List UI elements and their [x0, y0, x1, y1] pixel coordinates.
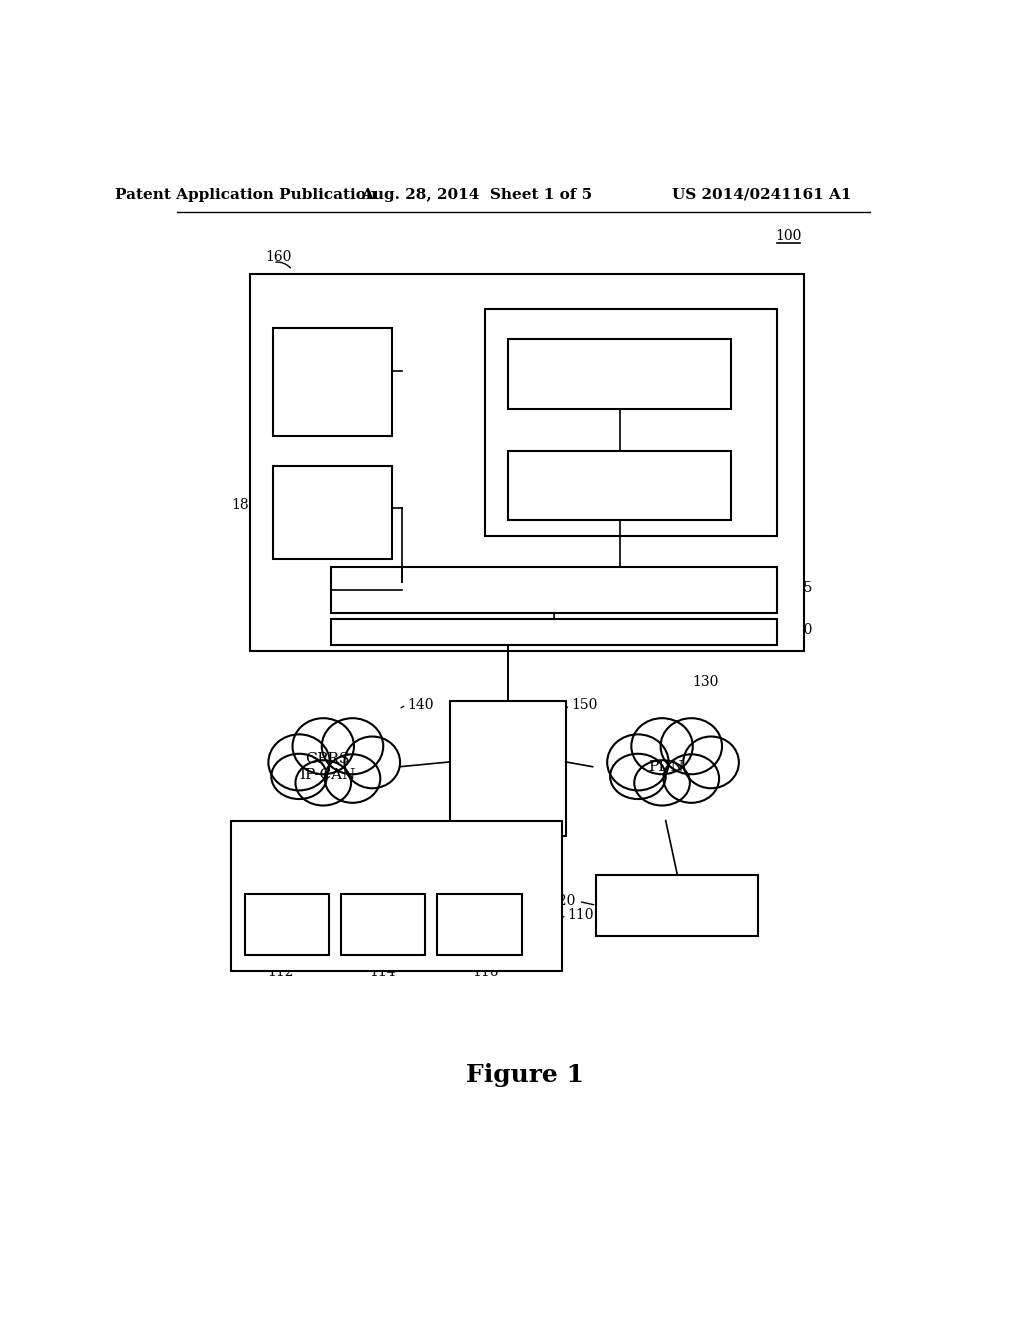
- Text: Aug. 28, 2014  Sheet 1 of 5: Aug. 28, 2014 Sheet 1 of 5: [361, 187, 593, 202]
- Text: DDT: DDT: [366, 917, 400, 932]
- Bar: [331, 619, 777, 645]
- Ellipse shape: [610, 754, 666, 799]
- Bar: [341, 894, 425, 956]
- Text: Figure 1: Figure 1: [466, 1063, 584, 1086]
- Text: TCP: TCP: [603, 367, 636, 381]
- Bar: [508, 339, 731, 409]
- Text: 120: 120: [549, 895, 575, 908]
- Text: US 2014/0241161 A1: US 2014/0241161 A1: [672, 187, 852, 202]
- Text: Server: Server: [651, 899, 703, 912]
- Text: 165: 165: [786, 581, 813, 595]
- Text: 150: 150: [571, 698, 597, 711]
- Ellipse shape: [634, 760, 690, 805]
- Text: 112: 112: [267, 965, 294, 979]
- Text: PDN: PDN: [648, 760, 684, 774]
- Text: TC: TC: [543, 582, 565, 597]
- Text: 116: 116: [472, 965, 499, 979]
- Text: DC: DC: [467, 917, 492, 932]
- Text: 110: 110: [567, 908, 594, 921]
- Text: Patent Application Publication: Patent Application Publication: [115, 187, 377, 202]
- Bar: [245, 894, 330, 956]
- Text: NLP: NLP: [603, 479, 636, 492]
- Text: GPRS
IP-CAN: GPRS IP-CAN: [299, 751, 355, 781]
- Ellipse shape: [268, 734, 330, 791]
- Ellipse shape: [296, 760, 351, 805]
- Text: 185: 185: [407, 379, 432, 392]
- Ellipse shape: [664, 754, 719, 803]
- Text: TEP: TEP: [511, 318, 543, 333]
- Text: 190: 190: [786, 623, 813, 638]
- Ellipse shape: [683, 737, 739, 788]
- Text: 140: 140: [408, 698, 434, 711]
- Text: 170: 170: [439, 405, 466, 420]
- Ellipse shape: [344, 737, 400, 788]
- Text: UE: UE: [261, 830, 285, 845]
- Bar: [596, 874, 758, 936]
- Bar: [273, 327, 392, 436]
- Text: TCN: TCN: [298, 284, 333, 298]
- Text: 160: 160: [265, 249, 292, 264]
- Ellipse shape: [632, 718, 693, 775]
- Text: DR: DR: [321, 375, 344, 388]
- Bar: [273, 466, 392, 558]
- Bar: [451, 701, 565, 836]
- Ellipse shape: [660, 718, 722, 775]
- Ellipse shape: [322, 718, 383, 775]
- Text: 180: 180: [231, 498, 258, 512]
- Text: GW: GW: [488, 759, 527, 777]
- Bar: [250, 275, 804, 651]
- Text: TPRR: TPRR: [311, 506, 354, 520]
- Text: 114: 114: [370, 965, 396, 979]
- Text: IU: IU: [545, 624, 563, 639]
- Text: DDC: DDC: [269, 917, 305, 932]
- Bar: [230, 821, 562, 970]
- Text: 100: 100: [776, 230, 802, 243]
- Bar: [484, 309, 777, 536]
- Ellipse shape: [607, 734, 669, 791]
- Text: 130: 130: [692, 675, 719, 689]
- Text: 174: 174: [746, 397, 773, 412]
- Bar: [508, 451, 731, 520]
- Bar: [331, 566, 777, 612]
- Text: 172: 172: [746, 506, 773, 520]
- Ellipse shape: [293, 718, 354, 775]
- Ellipse shape: [325, 754, 380, 803]
- Bar: [437, 894, 521, 956]
- Ellipse shape: [271, 754, 327, 799]
